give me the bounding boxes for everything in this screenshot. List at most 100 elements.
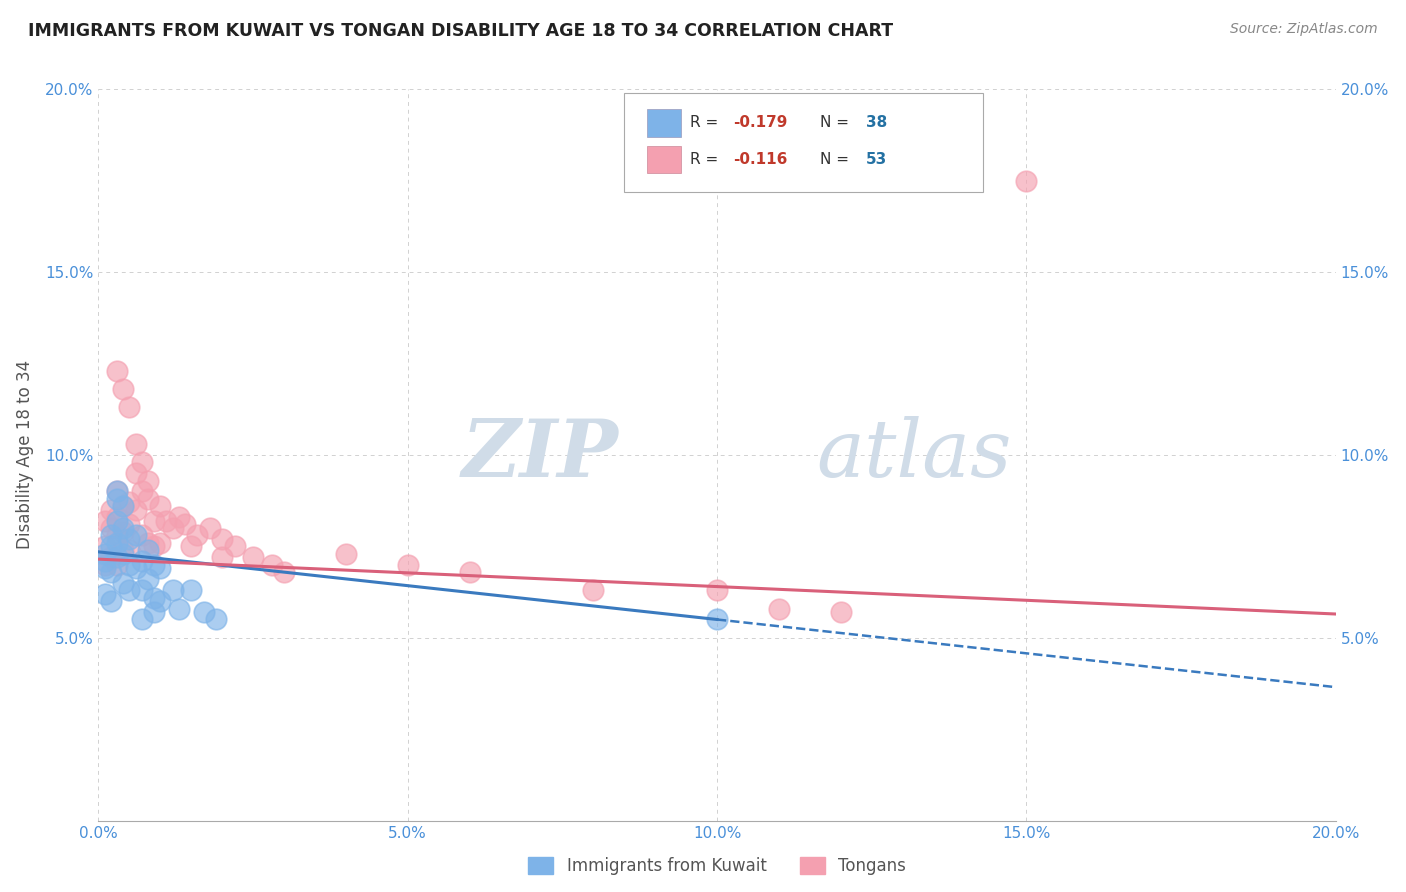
Text: N =: N = (820, 152, 853, 167)
Point (167, 601, 190, 615)
Point (162, 583, 184, 598)
Point (180, 539, 202, 553)
Point (155, 514, 177, 528)
Point (167, 510, 190, 524)
Point (458, 565, 481, 579)
Point (211, 550, 233, 565)
Point (149, 561, 172, 575)
Point (706, 613, 728, 627)
Point (211, 532, 233, 546)
Point (180, 583, 202, 598)
Point (143, 514, 166, 528)
Point (124, 528, 146, 542)
Point (93, 561, 115, 575)
Point (143, 558, 166, 572)
Point (112, 499, 135, 513)
Point (105, 528, 128, 542)
Point (93, 514, 115, 528)
Point (124, 502, 146, 516)
Text: 53: 53 (866, 152, 887, 167)
Point (260, 558, 283, 572)
Point (105, 535, 128, 549)
Text: Source: ZipAtlas.com: Source: ZipAtlas.com (1230, 22, 1378, 37)
Text: R =: R = (690, 152, 723, 167)
Point (162, 521, 184, 535)
Point (136, 535, 159, 549)
Text: -0.116: -0.116 (733, 152, 787, 167)
Text: IMMIGRANTS FROM KUWAIT VS TONGAN DISABILITY AGE 18 TO 34 CORRELATION CHART: IMMIGRANTS FROM KUWAIT VS TONGAN DISABIL… (28, 22, 893, 40)
Point (143, 591, 166, 605)
Point (100, 565, 122, 579)
Text: N =: N = (820, 115, 853, 130)
Text: ZIP: ZIP (461, 417, 619, 493)
Point (136, 474, 159, 488)
Point (131, 455, 153, 469)
Point (706, 583, 728, 598)
Point (205, 613, 228, 627)
Text: atlas: atlas (815, 417, 1011, 493)
Point (100, 594, 122, 608)
Point (100, 550, 122, 565)
Point (124, 466, 146, 480)
Point (112, 524, 135, 539)
Point (131, 484, 153, 499)
Point (112, 547, 135, 561)
Point (768, 601, 790, 615)
Point (174, 517, 197, 532)
Point (149, 499, 172, 513)
Point (100, 502, 122, 516)
Point (1015, 174, 1038, 188)
Point (131, 554, 153, 568)
Point (149, 535, 172, 549)
Point (118, 517, 141, 532)
Point (105, 550, 128, 565)
Point (118, 583, 141, 598)
Legend: Immigrants from Kuwait, Tongans: Immigrants from Kuwait, Tongans (522, 850, 912, 882)
Point (100, 528, 122, 542)
Point (118, 401, 141, 415)
Point (118, 532, 141, 546)
Point (198, 521, 221, 535)
Point (396, 558, 419, 572)
Point (136, 572, 159, 586)
Point (124, 437, 146, 451)
Y-axis label: Disability Age 18 to 34: Disability Age 18 to 34 (15, 360, 34, 549)
Point (143, 539, 166, 553)
Point (112, 499, 135, 513)
Point (105, 514, 128, 528)
Point (242, 550, 264, 565)
Text: -0.179: -0.179 (733, 115, 787, 130)
Point (105, 484, 128, 499)
Point (93, 547, 115, 561)
Point (335, 547, 357, 561)
Point (93, 587, 115, 601)
Text: R =: R = (690, 115, 723, 130)
Point (112, 543, 135, 558)
Point (131, 528, 153, 542)
FancyBboxPatch shape (624, 93, 983, 192)
Point (93, 558, 115, 572)
Point (118, 543, 141, 558)
Point (136, 543, 159, 558)
Point (131, 613, 153, 627)
Point (105, 491, 128, 506)
Point (830, 605, 852, 619)
Point (105, 484, 128, 499)
Point (124, 561, 146, 575)
Text: 38: 38 (866, 115, 887, 130)
Point (105, 364, 128, 378)
Point (273, 565, 295, 579)
Point (193, 605, 215, 619)
Point (118, 558, 141, 572)
Bar (647, 109, 681, 136)
Point (93, 539, 115, 553)
Point (186, 528, 208, 542)
Point (100, 539, 122, 553)
Point (149, 594, 172, 608)
Point (112, 521, 135, 535)
Bar (647, 145, 681, 173)
Point (100, 521, 122, 535)
Point (93, 554, 115, 568)
Point (131, 583, 153, 598)
Point (224, 539, 246, 553)
